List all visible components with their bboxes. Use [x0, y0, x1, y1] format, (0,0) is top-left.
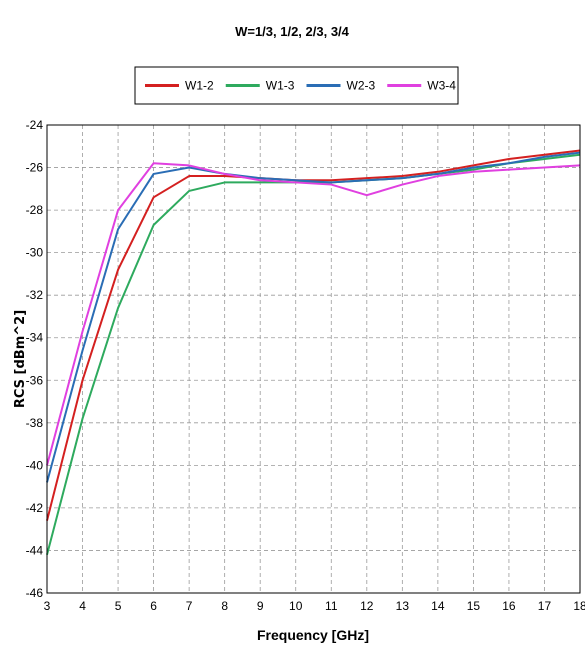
- x-tick-label: 4: [79, 599, 86, 613]
- legend-label-w3-4: W3-4: [427, 79, 456, 93]
- series-line-w1-3: [46, 153, 581, 555]
- y-tick-label: -44: [26, 543, 44, 557]
- y-tick-label: -34: [26, 331, 44, 345]
- y-tick-label: -30: [26, 246, 44, 260]
- legend-label-w2-3: W2-3: [347, 79, 376, 93]
- plot-area: [47, 125, 580, 593]
- series-line-w2-3: [46, 151, 581, 483]
- chart-legend: W1-2 W1-3 W2-3 W3-4: [134, 66, 459, 105]
- chart-title: W=1/3, 1/2, 2/3, 3/4: [235, 24, 350, 39]
- x-tick-label: 11: [325, 599, 338, 613]
- y-tick-label: -42: [26, 501, 44, 515]
- y-tick-label: -32: [26, 288, 44, 302]
- legend-label-w1-3: W1-3: [266, 79, 295, 93]
- x-axis-label: Frequency [GHz]: [257, 627, 369, 643]
- grid-lines: [47, 125, 580, 593]
- plot-frame: [46, 124, 581, 594]
- x-tick-label: 10: [289, 599, 303, 613]
- y-axis-label: RCS [dBm^2]: [13, 310, 28, 408]
- x-tick-label: 14: [431, 599, 445, 613]
- x-tick-label: 12: [360, 599, 374, 613]
- y-tick-label: -36: [26, 373, 44, 387]
- x-tick-label: 16: [502, 599, 516, 613]
- x-tick-label: 3: [44, 599, 51, 613]
- y-tick-label: -46: [26, 586, 44, 600]
- y-tick-label: -24: [26, 118, 44, 132]
- y-tick-label: -26: [26, 161, 44, 175]
- x-tick-label: 8: [221, 599, 228, 613]
- x-tick-label: 6: [150, 599, 157, 613]
- x-tick-label: 17: [538, 599, 552, 613]
- x-tick-label: 7: [186, 599, 193, 613]
- series-lines: [46, 149, 581, 555]
- y-tick-label: -38: [26, 416, 44, 430]
- x-tick-label: 9: [257, 599, 264, 613]
- x-tick-label: 5: [115, 599, 122, 613]
- series-line-w3-4: [46, 162, 581, 466]
- x-tick-label: 13: [396, 599, 410, 613]
- series-line-w1-2: [46, 149, 581, 521]
- x-tick-label: 18: [573, 599, 585, 613]
- y-tick-label: -40: [26, 458, 44, 472]
- y-tick-label: -28: [26, 203, 44, 217]
- legend-label-w1-2: W1-2: [185, 79, 214, 93]
- axis-ticks: 3 4 5 6 7 8 9 10 11 12 13 14 15 16 17 18 -46 -44 -42 -40 -38…: [26, 118, 585, 613]
- x-tick-label: 15: [467, 599, 481, 613]
